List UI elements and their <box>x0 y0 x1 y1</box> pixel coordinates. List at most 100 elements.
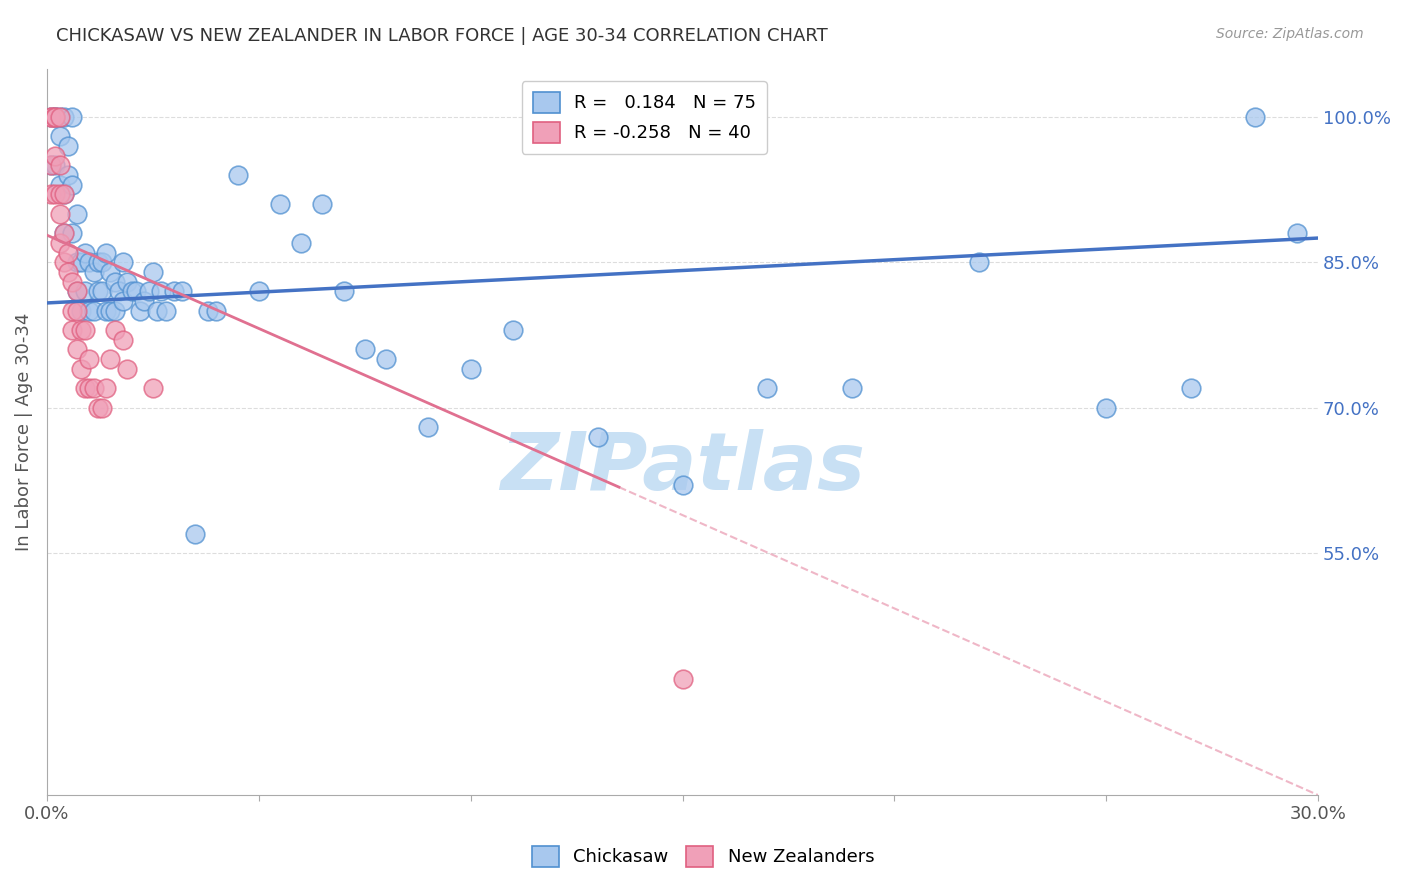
Point <box>87 255 110 269</box>
Point <box>52 226 75 240</box>
Point <box>205 303 228 318</box>
Text: Source: ZipAtlas.com: Source: ZipAtlas.com <box>1216 27 1364 41</box>
Point <box>39 187 62 202</box>
Point <box>967 255 990 269</box>
Text: ZIPatlas: ZIPatlas <box>501 429 865 508</box>
Point <box>60 110 83 124</box>
Point <box>138 285 160 299</box>
Point <box>91 255 114 269</box>
Point <box>44 158 66 172</box>
Point <box>56 245 79 260</box>
Point <box>48 158 70 172</box>
Point <box>172 285 194 299</box>
Point <box>1180 381 1202 395</box>
Point <box>65 343 87 357</box>
Point <box>1095 401 1118 415</box>
Point <box>83 381 105 395</box>
Point <box>163 285 186 299</box>
Point <box>290 235 312 250</box>
Point <box>39 110 62 124</box>
Point <box>671 672 693 686</box>
Point <box>60 178 83 192</box>
Point <box>142 265 165 279</box>
Point <box>146 303 169 318</box>
Point <box>48 235 70 250</box>
Point <box>39 110 62 124</box>
Point <box>247 285 270 299</box>
Y-axis label: In Labor Force | Age 30-34: In Labor Force | Age 30-34 <box>15 312 32 551</box>
Point <box>100 303 122 318</box>
Point <box>841 381 863 395</box>
Point <box>60 275 83 289</box>
Point <box>155 303 177 318</box>
Point <box>52 187 75 202</box>
Point <box>69 323 91 337</box>
Point <box>39 158 62 172</box>
Point <box>197 303 219 318</box>
Point <box>77 381 100 395</box>
Point <box>104 303 127 318</box>
Point <box>69 303 91 318</box>
Point <box>87 401 110 415</box>
Legend: Chickasaw, New Zealanders: Chickasaw, New Zealanders <box>524 838 882 874</box>
Point <box>44 110 66 124</box>
Point <box>502 323 524 337</box>
Point <box>60 226 83 240</box>
Point <box>73 285 96 299</box>
Point <box>77 352 100 367</box>
Point <box>83 303 105 318</box>
Point <box>56 265 79 279</box>
Point <box>65 285 87 299</box>
Point <box>65 255 87 269</box>
Point <box>65 285 87 299</box>
Point <box>44 110 66 124</box>
Point <box>1243 110 1265 124</box>
Point <box>60 303 83 318</box>
Point <box>460 361 482 376</box>
Point <box>48 178 70 192</box>
Point <box>125 285 148 299</box>
Point <box>48 110 70 124</box>
Point <box>69 361 91 376</box>
Point <box>671 478 693 492</box>
Point <box>112 293 135 308</box>
Point <box>56 139 79 153</box>
Point <box>100 265 122 279</box>
Point <box>100 352 122 367</box>
Point <box>96 245 118 260</box>
Point <box>48 110 70 124</box>
Point <box>374 352 396 367</box>
Point <box>1285 226 1308 240</box>
Point <box>117 275 139 289</box>
Point <box>56 168 79 182</box>
Point <box>121 285 143 299</box>
Point <box>117 361 139 376</box>
Point <box>83 265 105 279</box>
Point <box>48 207 70 221</box>
Point <box>60 323 83 337</box>
Point <box>39 110 62 124</box>
Point <box>112 333 135 347</box>
Point <box>226 168 249 182</box>
Point <box>65 303 87 318</box>
Point <box>184 526 207 541</box>
Point <box>150 285 173 299</box>
Point <box>353 343 375 357</box>
Point <box>756 381 779 395</box>
Point <box>44 187 66 202</box>
Point <box>44 110 66 124</box>
Point <box>44 149 66 163</box>
Point <box>52 255 75 269</box>
Point <box>104 275 127 289</box>
Point <box>418 420 440 434</box>
Legend: R =   0.184   N = 75, R = -0.258   N = 40: R = 0.184 N = 75, R = -0.258 N = 40 <box>522 81 768 153</box>
Point <box>73 381 96 395</box>
Point <box>332 285 354 299</box>
Point <box>311 197 333 211</box>
Point <box>112 255 135 269</box>
Point <box>44 110 66 124</box>
Point <box>269 197 291 211</box>
Point <box>77 255 100 269</box>
Point <box>39 158 62 172</box>
Point <box>134 293 156 308</box>
